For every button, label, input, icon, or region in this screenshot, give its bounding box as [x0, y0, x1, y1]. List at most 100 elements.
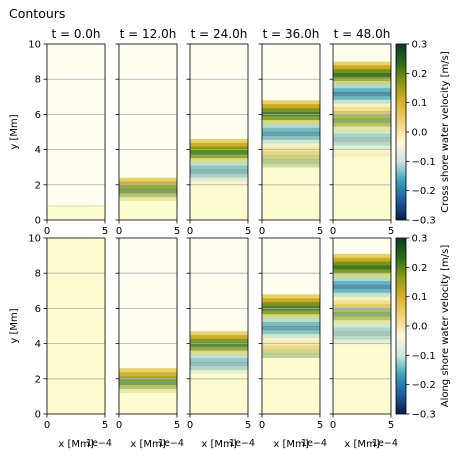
colorbar-tick-label: −0.1	[412, 351, 436, 362]
panel-time-title: t = 36.0h	[263, 27, 320, 41]
x-tick-label: 5	[102, 420, 108, 431]
colorbar-label: Cross shore water velocity [m/s]	[440, 51, 451, 213]
colorbar-tick-label: 0.2	[412, 263, 428, 274]
y-tick-label: 6	[35, 110, 41, 121]
velocity-band	[333, 281, 391, 286]
velocity-band	[119, 368, 177, 373]
colorbar-tick-label: −0.2	[412, 186, 436, 197]
region-above-front	[47, 44, 105, 206]
velocity-band	[333, 99, 391, 104]
velocity-band	[333, 152, 391, 157]
region-above-front	[119, 44, 177, 178]
panel-frame	[46, 237, 106, 415]
velocity-band	[333, 308, 391, 313]
velocity-band	[333, 111, 391, 116]
velocity-band	[190, 338, 248, 344]
y-tick-label: 0	[35, 216, 41, 227]
x-axis-multiplier: 1e−4	[372, 438, 398, 449]
velocity-band	[262, 108, 320, 113]
velocity-band	[190, 146, 248, 151]
x-tick-label: 5	[245, 420, 251, 431]
velocity-band	[333, 133, 391, 138]
velocity-band	[262, 104, 320, 109]
velocity-band	[333, 319, 391, 325]
figure-title: Contours	[9, 6, 65, 21]
panel-frame	[46, 43, 106, 221]
panel-frame	[189, 237, 249, 415]
velocity-band	[119, 177, 177, 182]
colorbar-tick-label: −0.3	[412, 216, 436, 227]
region-above-front	[333, 238, 391, 254]
panel-along-shore-t48.0: 0 5 x [Mm]1e−4	[329, 237, 398, 450]
x-tick-label: 0	[116, 226, 122, 237]
velocity-band	[262, 143, 320, 148]
x-tick-label: 5	[245, 226, 251, 237]
velocity-band	[190, 354, 248, 359]
velocity-band	[262, 329, 320, 335]
velocity-band	[190, 350, 248, 355]
panel-time-title: t = 0.0h	[51, 27, 100, 41]
x-axis-label: x [Mm]	[201, 439, 236, 450]
velocity-band	[333, 80, 391, 85]
colorbar-tick-label: 0.3	[412, 40, 428, 51]
velocity-band	[190, 362, 248, 367]
panel-cross-shore-t12.0: 0 5 t = 12.0h	[115, 27, 180, 237]
y-axis-label: y [Mm]	[9, 308, 20, 343]
velocity-band	[333, 107, 391, 112]
x-tick-label: 5	[388, 226, 394, 237]
velocity-band	[190, 369, 248, 374]
velocity-band	[119, 193, 177, 198]
panel-background	[47, 238, 105, 414]
velocity-band	[262, 314, 320, 319]
panel-frame	[332, 237, 392, 415]
velocity-band	[333, 69, 391, 74]
colorbar-label: Along shore water velocity [m/s]	[440, 245, 451, 408]
colorbar-along-shore: −0.3 −0.2 −0.1 0.0 0.1 0.2 0.3 Along shore wate…	[395, 234, 451, 421]
velocity-band	[190, 161, 248, 167]
velocity-band	[262, 163, 320, 168]
velocity-band	[333, 335, 391, 340]
velocity-band	[333, 312, 391, 317]
panel-cross-shore-t0.0: 0 5 0 2 4 6 8 10 y [Mm] t = 0.0h	[9, 27, 108, 237]
velocity-band	[119, 185, 177, 190]
panel-frame	[332, 43, 392, 221]
colorbar-tick-label: 0.0	[412, 322, 428, 333]
velocity-band	[119, 189, 177, 194]
velocity-band	[333, 130, 391, 135]
velocity-band	[333, 103, 391, 108]
velocity-band	[262, 337, 320, 343]
velocity-band	[262, 353, 320, 358]
colorbar-tick-label: 0.3	[412, 234, 428, 245]
y-tick-label: 10	[28, 234, 41, 245]
velocity-band	[190, 173, 248, 178]
velocity-band	[262, 349, 320, 355]
region-above-front	[333, 44, 391, 62]
velocity-band	[190, 346, 248, 351]
velocity-band	[333, 137, 391, 142]
velocity-band	[333, 300, 391, 305]
velocity-band	[262, 151, 320, 156]
x-tick-label: 0	[116, 420, 122, 431]
velocity-band	[262, 116, 320, 121]
velocity-band	[333, 277, 391, 282]
velocity-band	[333, 149, 391, 154]
velocity-band	[333, 339, 391, 344]
velocity-band	[262, 119, 320, 125]
x-tick-label: 5	[317, 420, 323, 431]
colorbar-tick-label: −0.2	[412, 380, 436, 391]
panel-frame	[189, 43, 249, 221]
velocity-band	[190, 150, 248, 155]
velocity-band	[190, 335, 248, 340]
colorbar-tick-label: −0.1	[412, 157, 436, 168]
velocity-band	[333, 284, 391, 290]
panel-time-title: t = 12.0h	[120, 27, 177, 41]
velocity-band	[333, 327, 391, 332]
velocity-band	[333, 296, 391, 301]
colorbar-tick-label: 0.0	[412, 128, 428, 139]
velocity-band	[190, 142, 248, 147]
velocity-band	[262, 131, 320, 137]
velocity-band	[190, 365, 248, 370]
velocity-band	[333, 88, 391, 93]
velocity-band	[262, 302, 320, 307]
